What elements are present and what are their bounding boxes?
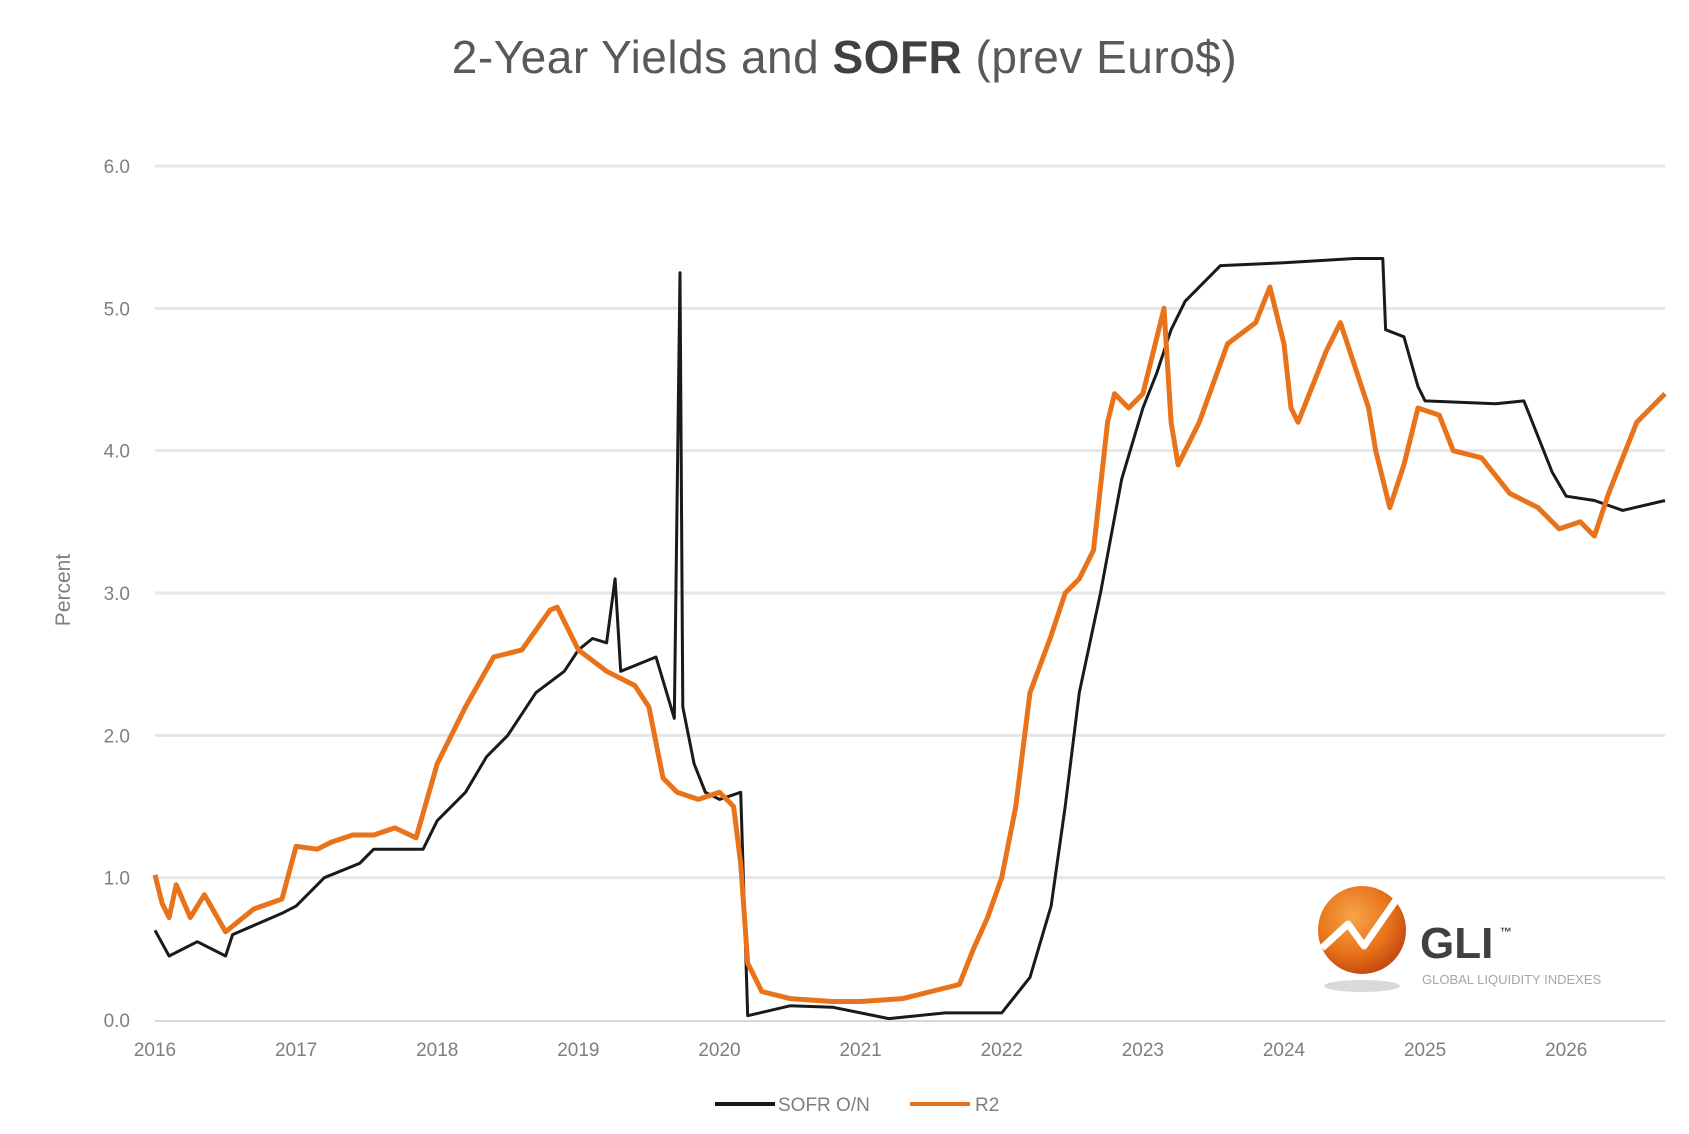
y-tick-label: 3.0 [104,584,130,605]
series-line-r2 [152,284,1667,1004]
y-axis-ticks: 0.0 1.0 2.0 3.0 4.0 5.0 6.0 [104,157,130,1032]
y-axis-label: Percent [52,554,75,627]
logo-trademark: ™ [1500,925,1512,939]
gli-logo: GLI ™ GLOBAL LIQUIDITY INDEXES [1318,886,1601,992]
legend-label-sofr: SOFR O/N [778,1095,870,1116]
title-part1: 2-Year Yields and [451,31,833,83]
legend: SOFR O/N R2 [715,1095,999,1116]
y-tick-label: 0.0 [104,1011,130,1032]
x-tick-label: 2017 [275,1040,317,1061]
legend-label-r2: R2 [975,1095,999,1116]
x-axis-ticks: 2016 2017 2018 2019 2020 2021 2022 2023 2024 2025… [134,1040,1587,1061]
x-tick-label: 2020 [698,1040,740,1061]
x-tick-label: 2018 [416,1040,458,1061]
x-tick-label: 2025 [1404,1040,1446,1061]
series-line-sofr [153,257,1666,1021]
x-tick-label: 2023 [1122,1040,1164,1061]
x-tick-label: 2022 [981,1040,1023,1061]
y-tick-label: 1.0 [104,869,130,890]
y-tick-label: 2.0 [104,726,130,747]
y-tick-label: 6.0 [104,157,130,178]
grid-lines [155,164,1665,880]
logo-subtitle: GLOBAL LIQUIDITY INDEXES [1422,972,1601,987]
x-tick-label: 2026 [1545,1040,1587,1061]
logo-orb-icon [1318,886,1406,974]
title-part2: (prev Euro$) [962,31,1238,83]
title-bold: SOFR [832,31,963,83]
chart-title: 2-Year Yields and SOFR (prev Euro$) [0,30,1689,84]
logo-trend-icon [1319,898,1399,951]
logo-shadow [1324,980,1400,992]
x-tick-label: 2024 [1263,1040,1306,1061]
series-group [152,257,1667,1021]
x-tick-label: 2021 [839,1040,881,1061]
x-tick-label: 2019 [557,1040,599,1061]
y-tick-label: 5.0 [104,299,130,320]
y-tick-label: 4.0 [104,442,130,463]
logo-name: GLI [1420,919,1493,968]
x-tick-label: 2016 [134,1040,176,1061]
